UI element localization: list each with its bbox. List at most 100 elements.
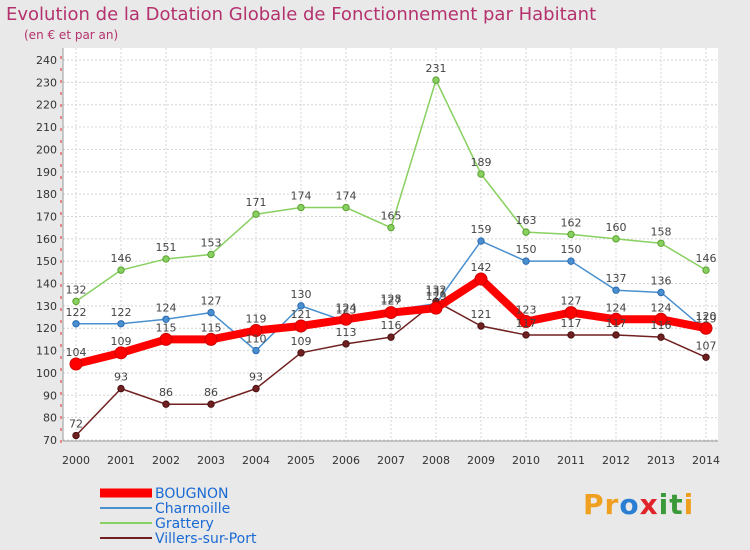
data-label: 86 — [204, 386, 218, 399]
y-tick-label: 150 — [36, 255, 57, 268]
data-label: 120 — [696, 310, 717, 323]
data-label: 189 — [471, 156, 492, 169]
data-point — [612, 331, 620, 339]
data-label: 153 — [201, 236, 222, 249]
x-tick-label: 2011 — [557, 454, 585, 467]
data-point — [387, 223, 395, 232]
x-tick-label: 2004 — [242, 454, 270, 467]
data-label: 110 — [246, 333, 267, 346]
x-tick-label: 2012 — [602, 454, 630, 467]
data-label: 231 — [426, 62, 447, 75]
y-tick-label: 100 — [36, 367, 57, 380]
data-label: 129 — [426, 290, 447, 303]
data-point — [252, 210, 260, 218]
data-point — [657, 333, 665, 341]
data-point — [519, 315, 533, 329]
data-label: 151 — [156, 241, 177, 254]
data-point — [477, 170, 485, 178]
data-point — [207, 308, 215, 317]
logo-part: Pr — [583, 488, 620, 521]
data-point — [702, 353, 710, 361]
x-tick-label: 2001 — [107, 454, 135, 467]
data-label: 150 — [516, 243, 537, 256]
data-point — [297, 302, 305, 310]
data-label: 115 — [201, 321, 222, 334]
data-label: 163 — [516, 214, 537, 227]
x-tick-label: 2005 — [287, 454, 315, 467]
logo-part: it — [658, 488, 684, 521]
data-label: 142 — [471, 261, 492, 274]
data-point — [612, 286, 620, 294]
data-point — [567, 257, 575, 265]
data-label: 146 — [111, 252, 132, 265]
data-label: 124 — [606, 301, 627, 314]
data-label: 93 — [249, 371, 263, 384]
data-point — [564, 306, 578, 320]
data-point — [252, 346, 260, 355]
data-point — [72, 431, 80, 440]
logo-part: x — [639, 488, 659, 521]
data-label: 159 — [471, 223, 492, 236]
data-label: 162 — [561, 216, 582, 229]
data-label: 127 — [381, 295, 402, 308]
y-tick-label: 230 — [36, 76, 57, 89]
x-tick-label: 2002 — [152, 454, 180, 467]
data-label: 72 — [69, 418, 83, 431]
data-point — [477, 322, 485, 330]
data-point — [207, 400, 215, 408]
data-label: 174 — [291, 190, 312, 203]
data-point — [249, 323, 263, 337]
x-tick-label: 2010 — [512, 454, 540, 467]
data-point — [162, 315, 170, 323]
y-tick-label: 140 — [36, 278, 57, 291]
legend-label: BOUGNON — [155, 486, 228, 502]
data-label: 171 — [246, 196, 267, 209]
data-label: 146 — [696, 252, 717, 265]
data-point — [612, 235, 620, 243]
data-point — [69, 357, 83, 371]
chart-title: Evolution de la Dotation Globale de Fonc… — [6, 4, 597, 25]
legend-label: Grattery — [155, 516, 214, 532]
data-label: 127 — [561, 295, 582, 308]
y-tick-label: 170 — [36, 210, 57, 223]
data-label: 116 — [651, 319, 672, 332]
data-label: 123 — [336, 304, 357, 317]
data-label: 124 — [156, 301, 177, 314]
data-label: 117 — [561, 317, 582, 330]
data-label: 132 — [426, 283, 447, 296]
legend-label: Villers-sur-Port — [155, 531, 257, 547]
data-point — [342, 340, 350, 348]
x-tick-label: 2014 — [692, 454, 720, 467]
data-label: 165 — [381, 210, 402, 223]
data-point — [654, 312, 668, 326]
data-label: 124 — [651, 301, 672, 314]
x-tick-label: 2007 — [377, 454, 405, 467]
data-label: 160 — [606, 221, 627, 234]
data-point — [297, 349, 305, 357]
data-label: 115 — [156, 321, 177, 334]
data-point — [204, 332, 218, 346]
x-tick-label: 2009 — [467, 454, 495, 467]
data-label: 119 — [696, 312, 717, 325]
data-point — [207, 250, 215, 259]
data-label: 132 — [66, 283, 87, 296]
data-label: 117 — [606, 317, 627, 330]
data-point — [162, 255, 170, 263]
data-point — [567, 331, 575, 339]
y-tick-label: 160 — [36, 233, 57, 246]
data-label: 109 — [291, 335, 312, 348]
data-point — [384, 306, 398, 320]
data-label: 116 — [381, 319, 402, 332]
data-label: 122 — [66, 306, 87, 319]
y-tick-label: 240 — [36, 54, 57, 67]
chart-subtitle: (en € et par an) — [24, 28, 119, 42]
y-tick-label: 90 — [43, 389, 57, 402]
data-label: 104 — [66, 346, 87, 359]
data-label: 124 — [336, 301, 357, 314]
data-point — [117, 266, 125, 274]
data-label: 113 — [336, 326, 357, 339]
data-label: 127 — [201, 295, 222, 308]
x-tick-label: 2008 — [422, 454, 450, 467]
data-label: 107 — [696, 339, 717, 352]
data-label: 130 — [291, 288, 312, 301]
